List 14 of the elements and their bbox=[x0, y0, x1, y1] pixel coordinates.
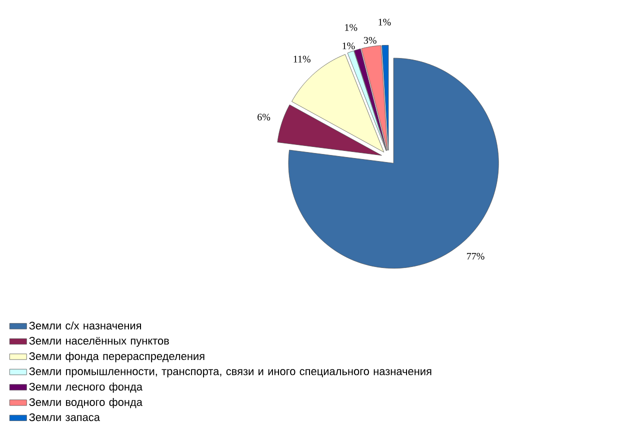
data-label: 1% bbox=[342, 42, 355, 50]
data-label: 1% bbox=[378, 18, 391, 26]
legend-label: Земли фонда перераспределения bbox=[29, 352, 204, 362]
legend-label: Земли промышленности, транспорта, связи и иного специального назначения bbox=[29, 367, 432, 378]
legend-label: Земли водного фонда bbox=[29, 398, 142, 408]
legend-label: Земли с/х назначения bbox=[29, 321, 141, 330]
data-label: 3% bbox=[364, 36, 376, 44]
data-label: 11% bbox=[294, 56, 310, 62]
legend-label: Земли населённых пунктов bbox=[29, 336, 169, 347]
legend-label: Земли запаса bbox=[29, 413, 100, 422]
legend-label: Земли лесного фонда bbox=[29, 382, 142, 393]
data-label: 77% bbox=[467, 252, 484, 260]
data-label: 6% bbox=[258, 114, 270, 120]
data-label: 1% bbox=[345, 24, 358, 31]
